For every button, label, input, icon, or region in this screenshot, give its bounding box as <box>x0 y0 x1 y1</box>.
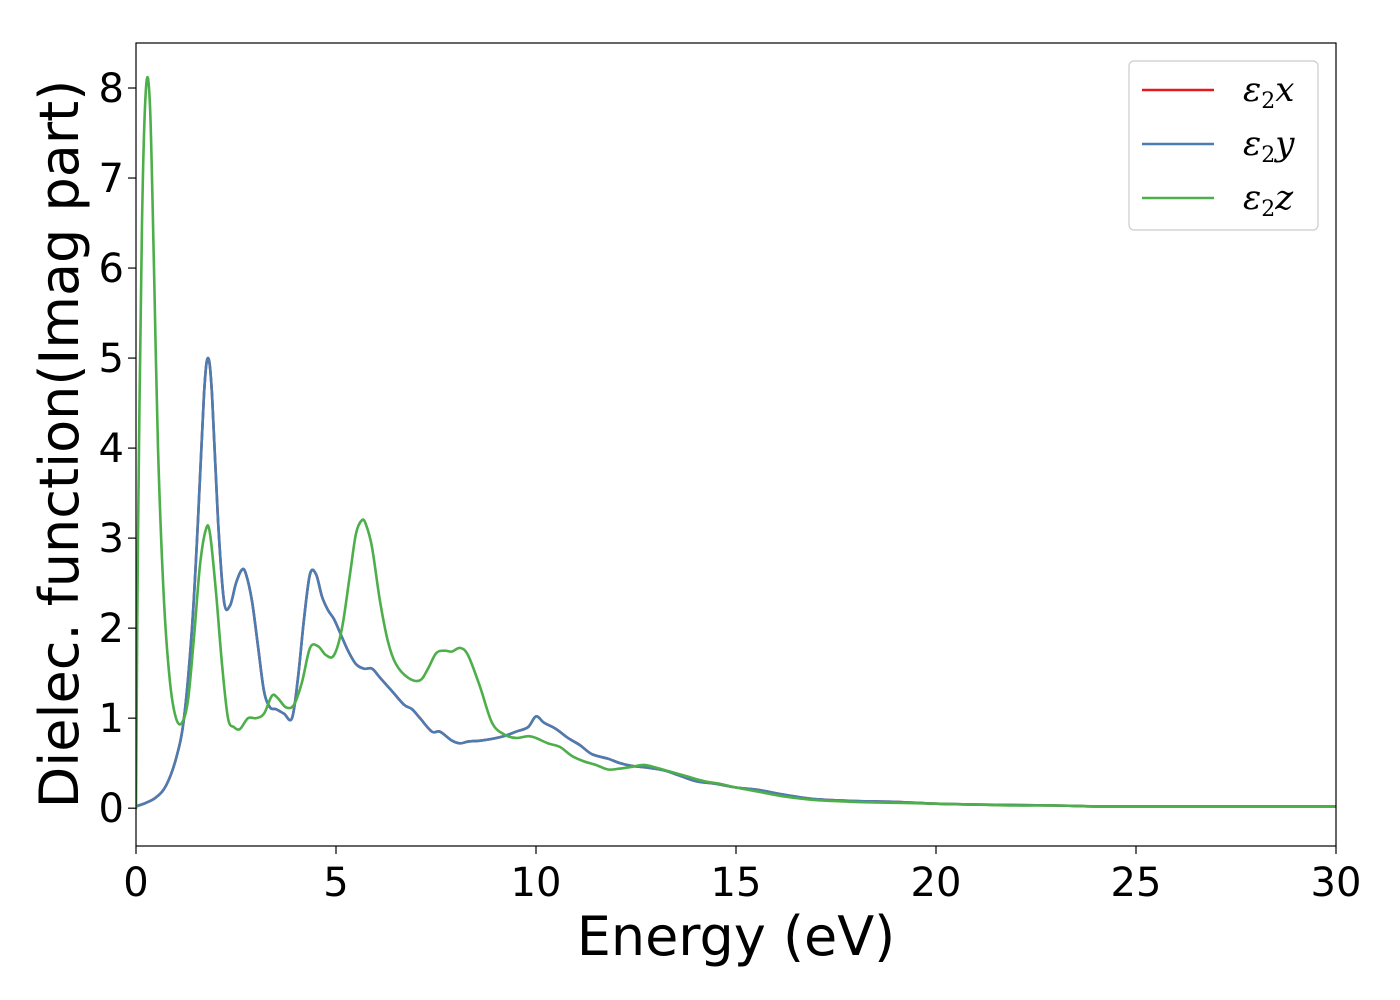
y-tick-label: 3 <box>99 516 124 562</box>
x-tick-label: 30 <box>1311 860 1362 906</box>
y-tick-label: 6 <box>99 246 124 292</box>
x-tick-label: 20 <box>911 860 962 906</box>
legend-label-x: ε2x <box>1243 70 1294 114</box>
y-tick-label: 5 <box>99 336 124 382</box>
y-tick-label: 1 <box>99 696 124 742</box>
y-axis-ticks: 0 1 2 3 4 5 6 7 8 <box>99 66 136 832</box>
y-tick-label: 0 <box>99 786 124 832</box>
series-line-z <box>136 75 1336 810</box>
series-line-y <box>136 356 1336 808</box>
legend-label-z: ε2z <box>1243 178 1294 222</box>
legend: ε2x ε2y ε2z <box>1128 60 1319 231</box>
x-tick-label: 0 <box>123 860 148 906</box>
y-tick-label: 2 <box>99 606 124 652</box>
x-axis-ticks: 0 5 10 15 20 25 30 <box>123 846 1361 906</box>
x-tick-label: 25 <box>1111 860 1162 906</box>
x-tick-label: 5 <box>323 860 348 906</box>
x-tick-label: 10 <box>511 860 562 906</box>
y-tick-label: 4 <box>99 426 124 472</box>
y-tick-label: 7 <box>99 156 124 202</box>
legend-label-y: ε2y <box>1243 124 1295 168</box>
y-tick-label: 8 <box>99 66 124 112</box>
y-axis-label: Dielec. function(Imag part) <box>28 80 91 809</box>
x-tick-label: 15 <box>711 860 762 906</box>
legend-box <box>1128 60 1319 231</box>
series-layer <box>136 75 1336 810</box>
x-axis-label: Energy (eV) <box>577 905 896 968</box>
